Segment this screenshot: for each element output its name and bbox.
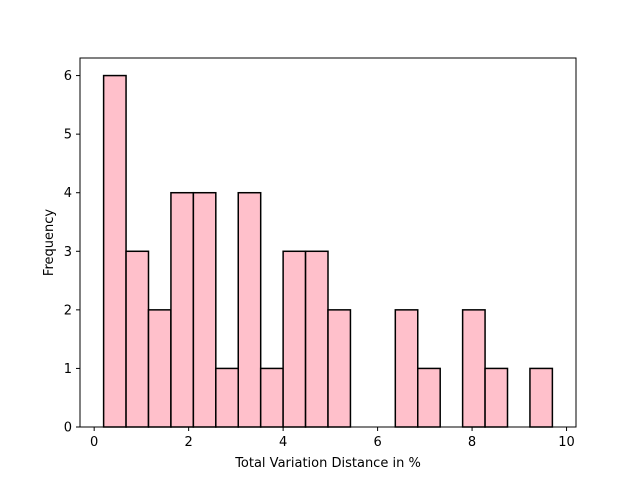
histogram-bar [237,191,262,428]
histogram-bar [102,74,127,428]
y-tick-label: 4 [64,186,72,201]
histogram-bar [484,367,509,428]
histogram-bar [394,309,419,428]
y-axis-ticks: 0 1 2 3 4 5 6 [64,69,80,436]
y-tick-label: 6 [64,69,72,84]
histogram-bar [461,309,486,428]
x-axis-title: Total Variation Distance in % [234,456,421,471]
x-tick-label: 10 [558,435,575,450]
y-tick-label: 1 [64,362,72,377]
histogram-bar [327,309,352,428]
histogram-bar [215,367,239,428]
x-axis-ticks: 0 2 4 6 8 10 [90,427,575,450]
y-tick-label: 2 [64,303,72,318]
histogram-bar [259,367,284,428]
histogram-bar [192,191,217,428]
x-tick-label: 4 [279,435,287,450]
histogram-bar [170,191,195,428]
histogram-bar [125,250,150,428]
histogram-bar [304,250,329,428]
y-tick-label: 3 [64,245,72,260]
x-tick-label: 2 [185,435,193,450]
x-tick-label: 6 [373,435,381,450]
plot-frame [79,57,577,428]
histogram-bar [417,367,441,428]
bars-group [102,74,554,428]
histogram-bar [529,367,554,428]
y-tick-label: 0 [64,421,72,436]
y-axis-title: Frequency [42,209,57,276]
x-tick-label: 0 [90,435,98,450]
x-tick-label: 8 [468,435,476,450]
histogram-bar [147,309,172,428]
y-tick-label: 5 [64,128,72,143]
histogram-bar [282,250,307,428]
